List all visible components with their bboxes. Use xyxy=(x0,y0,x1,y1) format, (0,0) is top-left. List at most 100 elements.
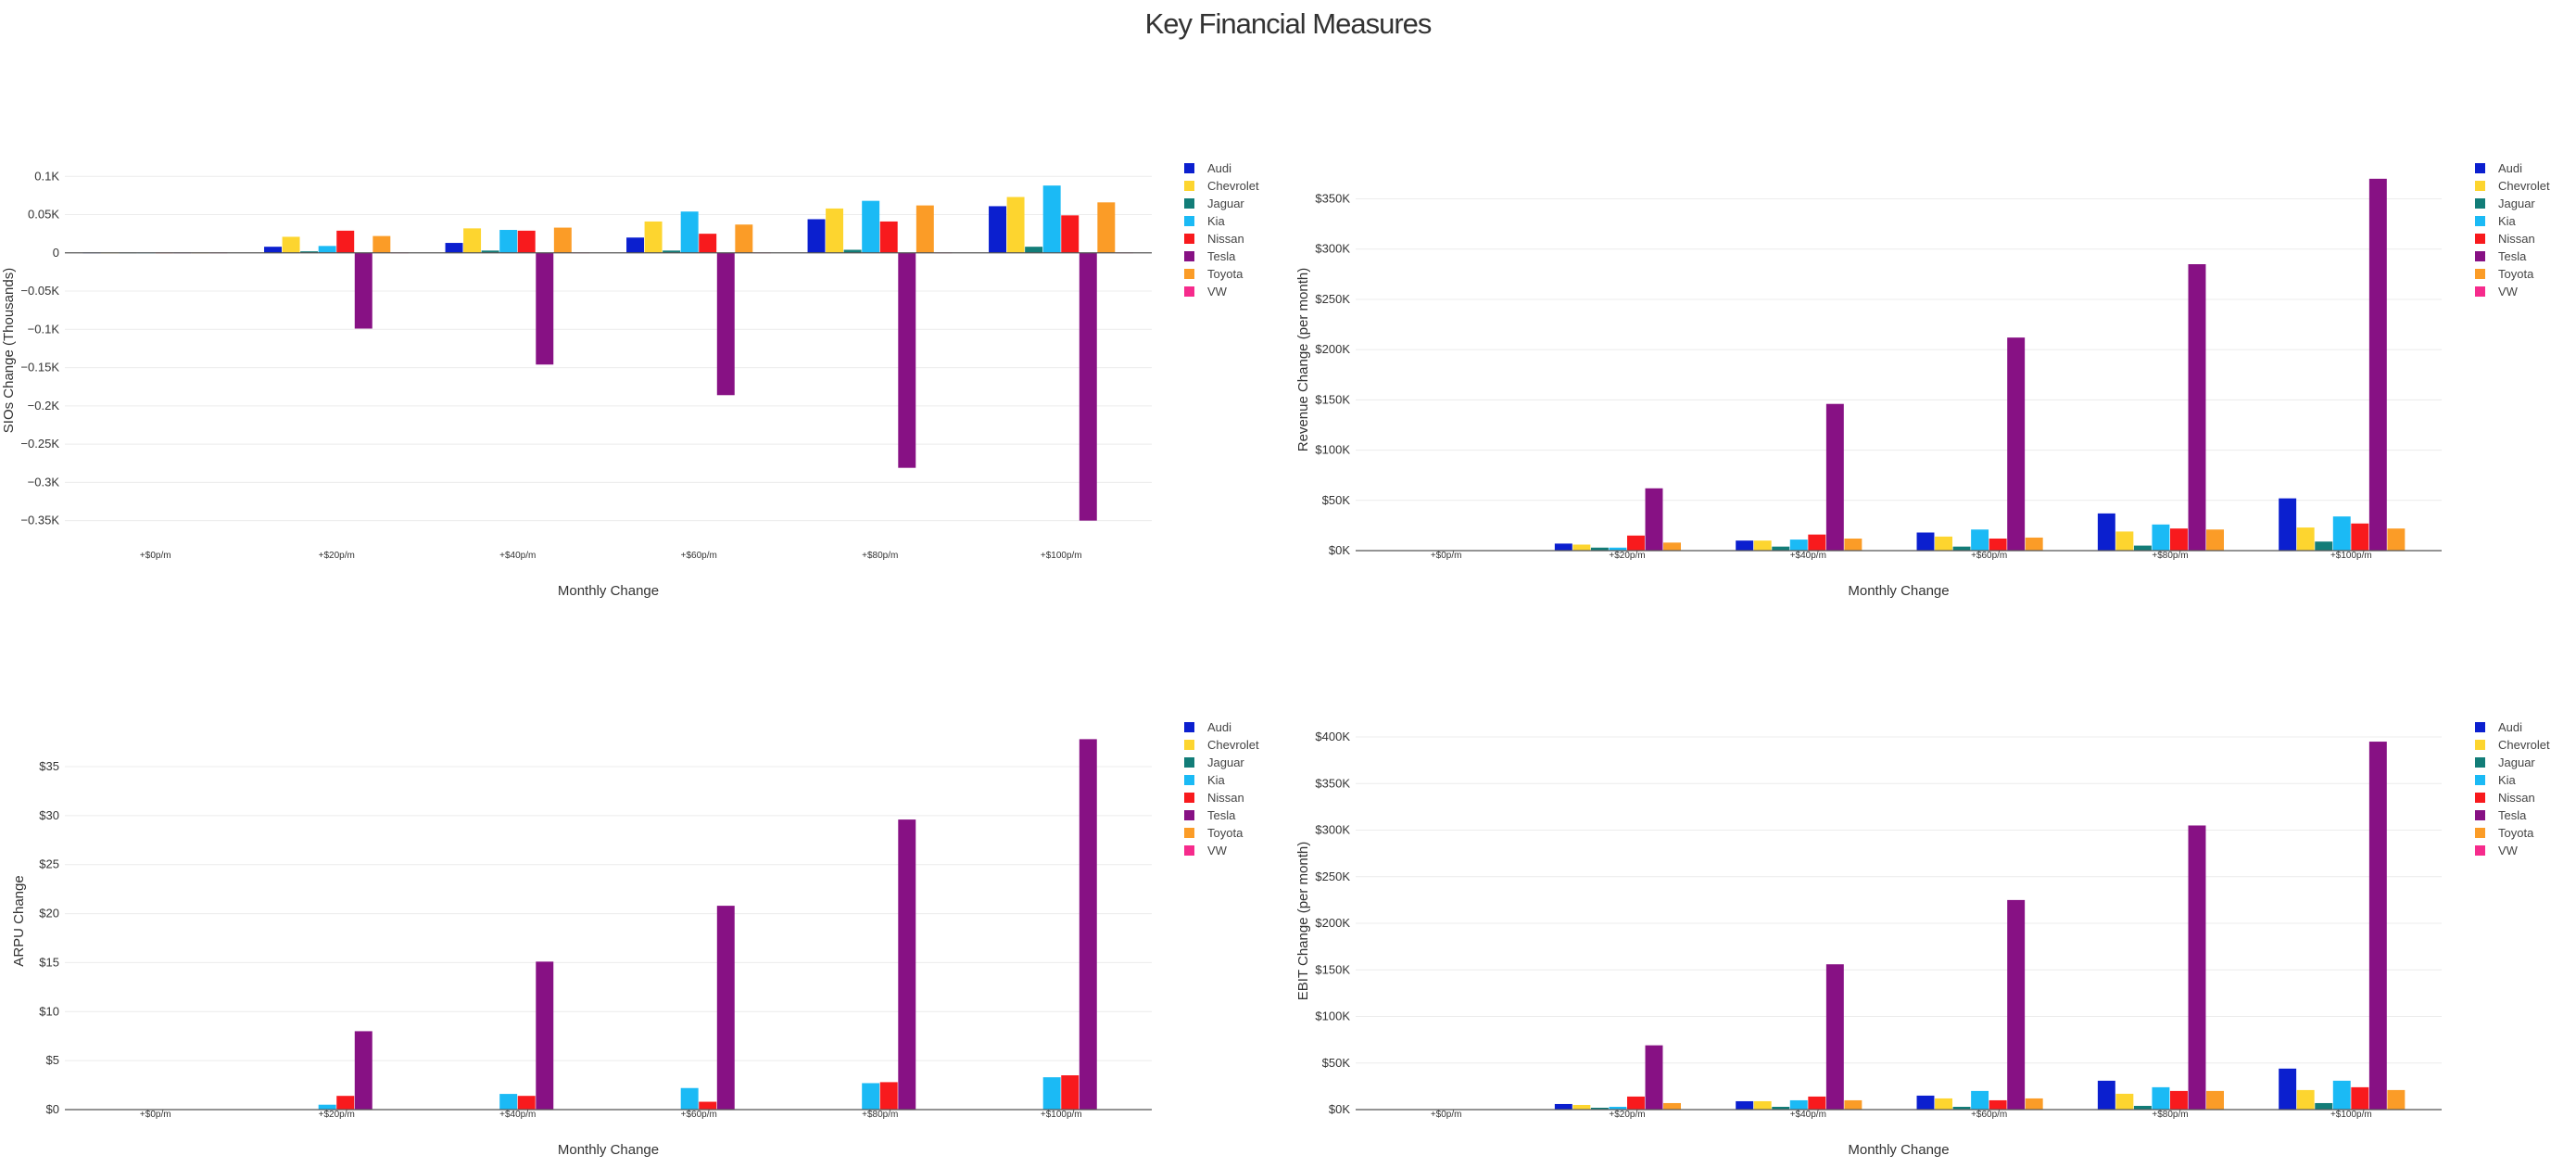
legend-swatch xyxy=(2475,757,2485,768)
legend-item[interactable]: Jaguar xyxy=(2475,197,2535,210)
x-tick-label: +$40p/m xyxy=(499,551,536,561)
bar-nissan xyxy=(1989,538,2007,551)
y-tick-label: 0.05K xyxy=(28,208,59,222)
legend-item[interactable]: VW xyxy=(2475,844,2519,857)
legend-swatch xyxy=(1184,251,1194,261)
legend-item[interactable]: VW xyxy=(1184,844,1228,857)
legend-item[interactable]: Kia xyxy=(1184,214,1226,228)
bar-chevrolet xyxy=(1935,1098,1952,1110)
legend-swatch xyxy=(1184,286,1194,297)
y-tick-label: −0.2K xyxy=(28,399,60,413)
bar-chevrolet xyxy=(1006,197,1025,253)
bar-audi xyxy=(1736,540,1754,551)
legend-item[interactable]: Chevrolet xyxy=(1184,179,1259,193)
bar-tesla xyxy=(716,906,735,1110)
x-tick-label: +$20p/m xyxy=(1609,1110,1645,1120)
legend-label: Chevrolet xyxy=(2498,179,2550,193)
legend-swatch xyxy=(1184,757,1194,768)
legend-swatch xyxy=(2475,181,2485,191)
bar-nissan xyxy=(699,234,717,253)
bar-tesla xyxy=(716,252,735,396)
x-tick-label: +$60p/m xyxy=(1971,551,2007,561)
bar-nissan xyxy=(699,1101,717,1110)
legend-swatch xyxy=(1184,234,1194,244)
x-tick-label: +$20p/m xyxy=(1609,551,1645,561)
legend-swatch xyxy=(1184,775,1194,785)
bar-toyota xyxy=(2206,529,2224,551)
y-tick-label: $250K xyxy=(1315,870,1350,883)
legend-item[interactable]: Jaguar xyxy=(1184,197,1244,210)
bar-chevrolet xyxy=(2115,531,2134,551)
legend-label: VW xyxy=(2498,844,2519,857)
legend-item[interactable]: Tesla xyxy=(2475,808,2527,822)
legend-item[interactable]: VW xyxy=(1184,285,1228,298)
legend-item[interactable]: Nissan xyxy=(2475,791,2535,805)
x-tick-label: +$40p/m xyxy=(1790,551,1826,561)
bar-tesla xyxy=(2188,825,2206,1110)
legend-label: Toyota xyxy=(1207,267,1244,281)
legend-swatch xyxy=(2475,216,2485,226)
bar-toyota xyxy=(1844,538,1863,551)
bar-audi xyxy=(2097,1080,2115,1110)
x-tick-label: +$0p/m xyxy=(140,551,171,561)
legend-label: Jaguar xyxy=(1207,197,1244,210)
bar-kia xyxy=(862,200,880,253)
x-tick-label: +$0p/m xyxy=(1431,1110,1462,1120)
bar-audi xyxy=(1916,532,1935,551)
legend-item[interactable]: Kia xyxy=(1184,773,1226,787)
bar-nissan xyxy=(517,1096,536,1110)
bar-chevrolet xyxy=(2296,527,2315,551)
legend-label: Tesla xyxy=(2498,249,2527,263)
legend-item[interactable]: Jaguar xyxy=(2475,755,2535,769)
bar-chevrolet xyxy=(2115,1093,2134,1110)
bar-kia xyxy=(1789,1099,1808,1110)
bar-jaguar xyxy=(2315,541,2333,551)
legend-item[interactable]: Chevrolet xyxy=(2475,179,2550,193)
legend-item[interactable]: Audi xyxy=(1184,720,1231,734)
legend-item[interactable]: Audi xyxy=(2475,720,2522,734)
legend-swatch xyxy=(1184,181,1194,191)
x-axis-title: Monthly Change xyxy=(1848,583,1949,599)
bar-tesla xyxy=(2007,899,2026,1110)
legend-item[interactable]: Toyota xyxy=(2475,267,2534,281)
legend-item[interactable]: Kia xyxy=(2475,773,2517,787)
bar-kia xyxy=(499,1094,518,1110)
bar-tesla xyxy=(1825,964,1844,1110)
legend-label: Jaguar xyxy=(2498,755,2535,769)
legend-item[interactable]: VW xyxy=(2475,285,2519,298)
y-tick-label: $5 xyxy=(46,1053,59,1067)
legend-item[interactable]: Kia xyxy=(2475,214,2517,228)
x-tick-label: +$80p/m xyxy=(2152,551,2188,561)
bar-toyota xyxy=(373,235,391,253)
legend-swatch xyxy=(2475,775,2485,785)
legend-item[interactable]: Toyota xyxy=(2475,826,2534,840)
bar-audi xyxy=(989,206,1006,253)
bar-toyota xyxy=(2206,1090,2224,1110)
legend-swatch xyxy=(2475,234,2485,244)
legend-item[interactable]: Toyota xyxy=(1184,826,1244,840)
legend-item[interactable]: Chevrolet xyxy=(1184,738,1259,752)
bar-nissan xyxy=(1627,535,1645,551)
legend-item[interactable]: Tesla xyxy=(2475,249,2527,263)
y-axis-title: EBIT Change (per month) xyxy=(1295,842,1311,1000)
y-tick-label: $350K xyxy=(1315,776,1350,790)
legend-item[interactable]: Chevrolet xyxy=(2475,738,2550,752)
legend-label: Audi xyxy=(2498,720,2522,734)
legend-item[interactable]: Nissan xyxy=(1184,232,1244,246)
legend-item[interactable]: Audi xyxy=(1184,161,1231,175)
bar-kia xyxy=(2152,1086,2170,1110)
legend-item[interactable]: Tesla xyxy=(1184,808,1236,822)
legend-item[interactable]: Toyota xyxy=(1184,267,1244,281)
bar-tesla xyxy=(2368,178,2387,551)
legend-label: Nissan xyxy=(2498,232,2535,246)
legend-swatch xyxy=(2475,793,2485,803)
y-tick-label: 0 xyxy=(53,246,59,260)
legend-item[interactable]: Audi xyxy=(2475,161,2522,175)
legend-item[interactable]: Nissan xyxy=(2475,232,2535,246)
bar-jaguar xyxy=(481,250,499,253)
legend-item[interactable]: Jaguar xyxy=(1184,755,1244,769)
bar-tesla xyxy=(2188,264,2206,551)
legend-item[interactable]: Tesla xyxy=(1184,249,1236,263)
legend-item[interactable]: Nissan xyxy=(1184,791,1244,805)
bar-chevrolet xyxy=(644,221,663,253)
